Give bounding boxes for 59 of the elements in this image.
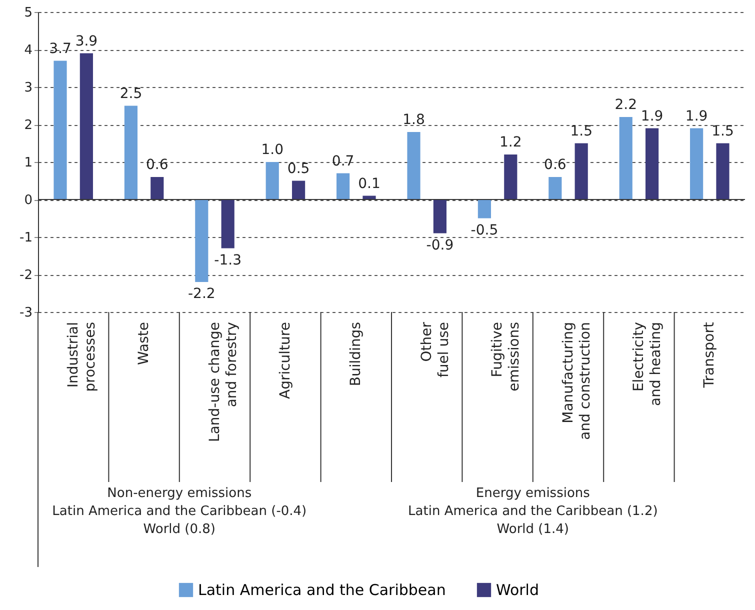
bar xyxy=(195,200,208,282)
text: 1.0 xyxy=(261,142,284,158)
text: 1.9 xyxy=(640,108,664,124)
y-tick-label: 1 xyxy=(24,156,32,170)
text: 2.5 xyxy=(120,86,142,102)
bar xyxy=(619,117,632,200)
text: 1.8 xyxy=(402,112,425,128)
y-tick-label: 0 xyxy=(24,193,32,208)
bar xyxy=(574,143,588,200)
text: 1.9 xyxy=(685,108,708,124)
text: 0.5 xyxy=(287,160,310,177)
bar xyxy=(407,132,420,200)
bar xyxy=(504,154,518,200)
text: -1.3 xyxy=(214,252,242,268)
text: 3.7 xyxy=(49,40,72,57)
bar xyxy=(266,162,279,200)
bar xyxy=(690,128,704,200)
bar xyxy=(124,106,138,200)
y-tick-label: -2 xyxy=(20,268,32,283)
text: 1.5 xyxy=(712,123,734,140)
bar xyxy=(150,177,164,200)
bar xyxy=(548,177,562,200)
text: 0.6 xyxy=(146,157,168,173)
y-tick-label: 4 xyxy=(24,43,32,58)
x-tick-label: Other fuel use xyxy=(418,322,452,378)
x-tick-label: Industrial processes xyxy=(65,322,98,392)
text: 0.1 xyxy=(358,176,380,192)
text: Non-energy emissions Latin America and the Caribbean (-0.4) World (0.8) xyxy=(52,486,307,537)
x-tick-label: Transport xyxy=(702,322,718,389)
bar xyxy=(478,200,492,218)
x-tick-label: Land-use change and forestry xyxy=(206,322,240,442)
bar xyxy=(221,200,234,248)
bar xyxy=(645,128,659,200)
y-tick-label: -3 xyxy=(20,306,32,320)
text: 2.2 xyxy=(614,97,637,113)
y-tick-label: 2 xyxy=(24,118,32,133)
text: 0.6 xyxy=(544,157,566,173)
text: 1.5 xyxy=(570,123,592,140)
legend-label: Latin America and the Caribbean xyxy=(198,581,446,599)
bar xyxy=(716,143,730,200)
x-tick-label: Buildings xyxy=(348,322,364,386)
text: -2.2 xyxy=(188,286,216,302)
text: -0.5 xyxy=(470,222,498,238)
legend-label: World xyxy=(496,581,539,599)
bar xyxy=(54,60,67,200)
x-tick-label: Agriculture xyxy=(277,322,294,399)
bar xyxy=(336,173,350,200)
text: -0.9 xyxy=(426,237,454,254)
x-tick-label: Waste xyxy=(136,322,152,365)
y-tick-label: 5 xyxy=(24,6,32,20)
text: 0.7 xyxy=(332,153,354,170)
bar xyxy=(80,53,93,200)
y-tick-label: 3 xyxy=(24,80,32,96)
text: 1.2 xyxy=(500,134,522,150)
text: 3.9 xyxy=(75,33,98,50)
bar xyxy=(292,180,306,200)
y-tick-label: -1 xyxy=(20,230,32,246)
bar xyxy=(433,200,446,234)
text: Energy emissions Latin America and the Caribbean (1.2) World (1.4) xyxy=(408,486,658,537)
